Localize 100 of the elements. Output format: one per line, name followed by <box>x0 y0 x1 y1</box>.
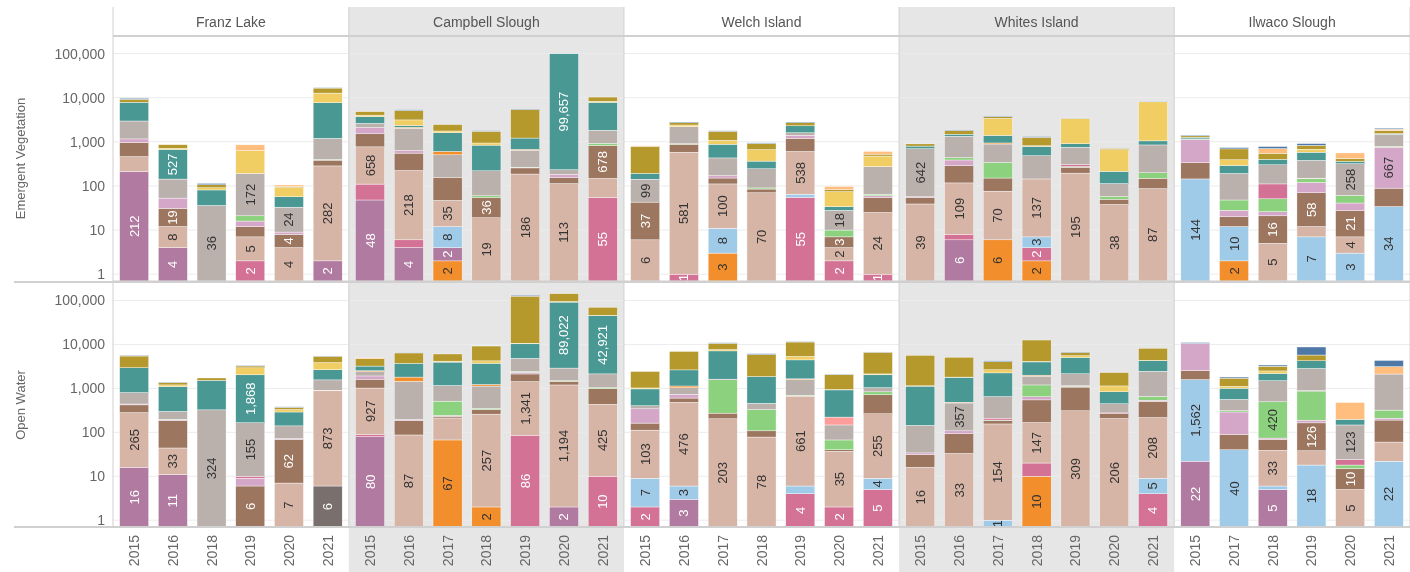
x-tick-label: 2017 <box>439 534 456 567</box>
data-label: 99,657 <box>556 91 572 132</box>
data-label: 1,341 <box>517 392 533 425</box>
data-label: 100 <box>715 195 731 217</box>
x-tick-label: 2021 <box>1144 534 1161 567</box>
data-label: 39 <box>912 235 928 250</box>
data-label: 2 <box>831 513 847 521</box>
x-tick-label: 2016 <box>951 534 968 567</box>
data-label: 154 <box>990 461 1006 483</box>
x-tick-label: 2019 <box>517 534 534 567</box>
x-tick-label: 2020 <box>280 534 297 567</box>
y-tick-label: 1,000 <box>69 380 106 397</box>
x-tick-label: 2015 <box>912 534 929 567</box>
data-label: 661 <box>792 430 808 452</box>
data-label: 55 <box>792 231 808 247</box>
data-label: 2 <box>440 250 456 258</box>
data-label: 78 <box>754 474 769 490</box>
data-label: 2 <box>242 267 258 275</box>
data-label: 8 <box>440 233 456 241</box>
data-label: 4 <box>281 237 297 245</box>
data-label: 7 <box>1303 255 1319 263</box>
x-tick-label: 2017 <box>714 534 731 567</box>
x-tick-label: 2018 <box>203 534 220 567</box>
data-label: 4 <box>401 260 417 268</box>
data-label: 527 <box>165 153 181 176</box>
data-label: 3 <box>831 238 847 246</box>
data-label: 2 <box>556 513 572 521</box>
data-label: 40 <box>1226 481 1242 496</box>
data-label: 87 <box>1145 227 1161 243</box>
data-label: 282 <box>320 202 336 225</box>
x-tick-label: 2021 <box>319 534 336 567</box>
data-label: 309 <box>1067 458 1083 480</box>
data-label: 87 <box>401 473 417 489</box>
data-label: 203 <box>715 462 731 484</box>
data-label: 678 <box>595 151 611 173</box>
data-label: 103 <box>637 443 653 466</box>
data-label: 2 <box>478 513 494 521</box>
data-label: 581 <box>676 202 692 225</box>
data-label: 144 <box>1187 219 1203 241</box>
data-label: 206 <box>1106 461 1122 484</box>
x-tick-label: 2019 <box>1303 534 1320 567</box>
data-label: 34 <box>1381 236 1397 252</box>
data-label: 48 <box>362 233 378 248</box>
data-label: 109 <box>951 197 967 220</box>
data-label: 2 <box>831 250 847 258</box>
x-tick-label: 2021 <box>1380 534 1397 567</box>
data-label: 37 <box>637 213 653 229</box>
data-label: 6 <box>951 256 967 265</box>
y-tick-label: 10,000 <box>62 336 106 353</box>
data-label: 873 <box>320 427 336 450</box>
data-label: 4 <box>1342 241 1358 249</box>
y-tick-label: 1 <box>97 512 106 529</box>
data-label: 36 <box>478 200 494 215</box>
data-label: 137 <box>1029 197 1045 219</box>
data-label: 33 <box>951 483 967 498</box>
x-tick-label: 2020 <box>555 534 572 567</box>
data-label: 89,022 <box>556 315 572 355</box>
x-tick-label: 2018 <box>1028 534 1045 567</box>
chart-title: Franz Lake <box>195 13 267 30</box>
data-label: 538 <box>792 161 808 184</box>
data-label: 8 <box>165 233 181 241</box>
data-label: 55 <box>595 231 611 247</box>
data-label: 7 <box>637 489 653 497</box>
data-label: 80 <box>362 474 378 490</box>
data-label: 33 <box>1265 460 1281 476</box>
data-label: 6 <box>990 256 1006 265</box>
chart-title: Whites Island <box>994 13 1079 30</box>
data-label: 58 <box>1303 202 1319 217</box>
data-label: 927 <box>362 400 378 423</box>
data-label: 35 <box>831 471 847 487</box>
data-label: 1 <box>870 273 886 282</box>
data-label: 357 <box>951 406 967 428</box>
data-label: 172 <box>242 183 258 206</box>
y-tick-label: 10 <box>89 222 106 239</box>
data-label: 265 <box>126 429 142 451</box>
data-label: 2 <box>440 267 456 275</box>
data-label: 11 <box>165 493 181 508</box>
data-label: 8 <box>715 237 731 245</box>
data-label: 42,921 <box>595 324 611 365</box>
data-label: 4 <box>1145 506 1161 514</box>
data-label: 123 <box>1342 431 1358 454</box>
data-label: 6 <box>320 502 336 511</box>
data-label: 255 <box>870 435 886 457</box>
data-label: 10 <box>595 494 611 509</box>
data-label: 5 <box>1145 482 1161 490</box>
chart-title: Ilwaco Slough <box>1248 13 1336 30</box>
data-label: 99 <box>637 183 653 198</box>
x-tick-label: 2021 <box>594 534 611 567</box>
y-tick-label: 1 <box>97 266 106 283</box>
data-label: 33 <box>165 453 181 469</box>
data-label: 642 <box>912 161 928 184</box>
data-label: 212 <box>126 215 142 238</box>
data-label: 18 <box>1303 488 1319 504</box>
data-label: 1 <box>676 273 692 282</box>
x-tick-label: 2016 <box>164 534 181 567</box>
x-tick-label: 2018 <box>1264 534 1281 567</box>
y-axis-title: Open Water <box>12 369 28 440</box>
data-label: 36 <box>204 236 220 251</box>
data-label: 4 <box>870 480 886 488</box>
data-label: 324 <box>204 457 220 480</box>
